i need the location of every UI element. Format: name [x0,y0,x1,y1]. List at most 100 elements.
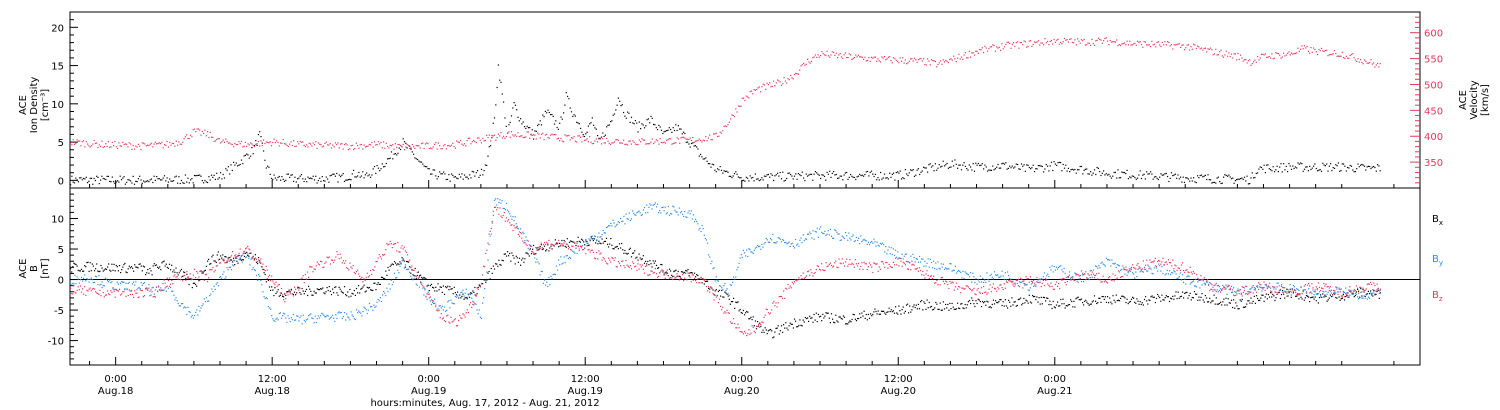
bx-series-point [527,253,529,255]
bx-series-point [892,310,894,312]
bx-series-point [129,267,131,269]
top-series-1-point [567,135,569,137]
by-series-point [1311,293,1313,295]
by-series-point [1043,272,1046,274]
bx-series-point [598,240,600,242]
top-series-0-point [1050,161,1053,163]
top-series-1-point [1185,47,1187,49]
top-series-1-point [264,142,266,145]
top-series-0-point [203,182,205,184]
by-series-point [1277,282,1279,284]
top-series-1-point [242,146,244,148]
bx-series-point [414,267,416,270]
top-series-1-point [113,145,115,147]
top-series-1-point [105,143,107,145]
bx-series-point [1067,304,1069,306]
top-series-0-point [118,181,120,183]
top-series-1-point [680,137,682,139]
b-axis-title: ACEB[nT] [18,258,51,278]
bz-series-point [326,256,328,258]
top-series-1-point [850,54,852,56]
by-series-point [265,297,267,299]
by-series-point [905,253,908,255]
top-series-1-point [103,146,106,148]
by-series-point [777,237,779,239]
by-series-point [405,268,408,271]
bx-series-point [293,291,296,293]
by-series-point [467,293,469,295]
bx-series-point [371,289,373,291]
by-series-point [279,312,281,314]
top-series-1-point [1163,44,1165,46]
top-series-0-point [756,178,758,180]
bx-series-point [186,273,188,275]
top-series-0-point [70,184,72,186]
by-series-point [1113,263,1115,265]
bz-series-point [405,251,408,253]
velocity-tick-label: 350 [1424,158,1443,169]
top-series-1-point [526,131,528,133]
by-series-point [1307,295,1309,297]
by-series-point [1192,280,1194,282]
top-series-0-point [1173,174,1175,176]
by-series-point [1195,285,1197,287]
bz-series-point [223,258,225,260]
by-series-point [1265,285,1267,287]
top-series-0-point [1006,168,1008,170]
by-series-point [1213,285,1215,287]
bx-series-point [854,318,856,320]
bx-series-point [1320,294,1322,296]
top-series-0-point [1294,166,1296,168]
bz-series-point [257,261,259,263]
top-series-1-point [752,93,754,95]
by-series-point [138,286,140,289]
top-series-1-point [917,59,919,61]
bx-series-point [1039,303,1041,305]
bx-series-point [902,306,904,308]
by-series-point [376,301,378,303]
top-series-0-point [696,146,698,148]
bx-series-point [613,248,615,250]
by-series-point [568,256,571,258]
top-series-0-point [1238,178,1240,180]
bx-series-point [997,302,999,304]
by-series-point [1266,286,1268,288]
by-series-point [220,276,222,278]
top-series-1-point [377,141,379,143]
top-series-0-point [503,101,505,103]
top-series-0-point [762,179,764,181]
bx-series-point [646,263,648,265]
bx-series-point [1295,295,1297,297]
bx-series-point [1370,290,1372,292]
top-series-1-point [706,140,708,142]
by-series-point [1275,288,1277,290]
by-series-point [449,307,451,309]
bx-series-point [158,267,160,269]
top-series-0-point [812,179,814,181]
top-series-1-point [723,125,725,127]
by-series-point [743,252,746,254]
by-series-point [982,277,984,279]
by-series-point [786,243,788,245]
bz-series-point [197,272,199,274]
top-series-0-point [1169,177,1171,179]
bx-series-point [966,304,968,306]
by-series-point [257,279,259,281]
bx-series-point [497,265,499,267]
top-series-0-point [1047,165,1049,167]
by-series-point [1066,276,1068,278]
bx-series-point [814,319,816,321]
bx-series-point [404,266,406,268]
top-series-1-point [248,144,250,146]
by-series-point [1378,292,1380,294]
top-series-0-point [861,174,863,176]
bz-series-point [107,290,109,292]
by-series-point [1338,288,1340,290]
top-series-1-point [893,57,895,59]
top-series-1-point [295,145,297,147]
by-series-point [1152,273,1154,275]
bx-series-point [880,310,883,312]
bx-series-point [953,308,955,310]
top-series-0-point [161,179,163,181]
bx-series-point [430,283,433,285]
